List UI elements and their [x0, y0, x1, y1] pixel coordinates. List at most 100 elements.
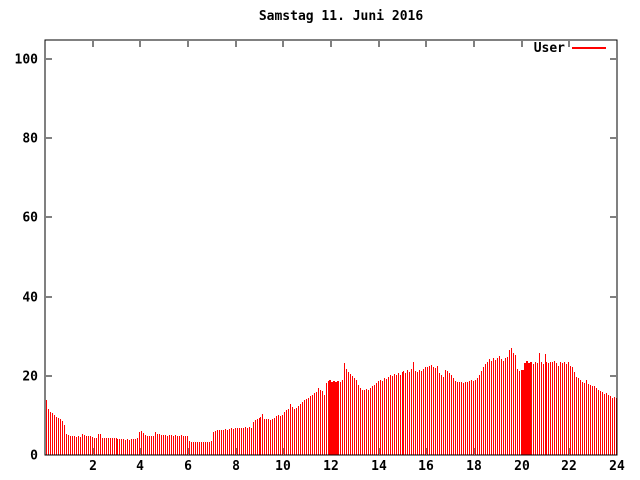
bar	[356, 380, 357, 455]
bar	[505, 358, 506, 455]
x-tick-label: 16	[418, 459, 434, 474]
bar	[524, 363, 526, 455]
bar	[284, 412, 285, 455]
bar	[221, 430, 222, 455]
bar	[264, 419, 265, 455]
bar	[266, 419, 267, 455]
bar	[429, 366, 430, 455]
bar	[606, 393, 607, 455]
bar	[447, 371, 448, 455]
bar	[489, 359, 490, 455]
bar	[419, 370, 420, 455]
bar	[372, 386, 373, 455]
bar	[102, 438, 103, 455]
bar	[320, 390, 321, 455]
bar	[127, 439, 128, 455]
bar	[439, 373, 440, 455]
bar	[423, 369, 424, 455]
bar	[199, 442, 200, 455]
bar	[90, 436, 91, 455]
bar	[350, 374, 351, 455]
bar	[191, 442, 192, 455]
bar	[594, 386, 595, 455]
bar	[497, 358, 498, 455]
bar	[201, 442, 202, 455]
bar	[580, 380, 581, 455]
bar	[60, 419, 61, 455]
bar	[463, 383, 464, 455]
bar	[564, 362, 565, 455]
bar	[52, 413, 53, 455]
bar	[604, 394, 605, 455]
bar	[530, 362, 532, 455]
bar	[165, 435, 166, 455]
bar	[390, 375, 391, 455]
bar	[251, 428, 252, 455]
bar	[465, 382, 466, 455]
bar	[205, 442, 206, 455]
bar	[449, 373, 450, 455]
bar	[135, 439, 136, 455]
x-tick-label: 10	[275, 459, 291, 474]
bar	[143, 433, 144, 455]
bar	[566, 364, 567, 455]
bar	[535, 362, 536, 455]
bar	[378, 381, 379, 455]
bar	[537, 363, 538, 455]
bar	[117, 439, 118, 455]
bar	[499, 356, 500, 455]
bar	[425, 367, 426, 455]
bar	[358, 385, 359, 455]
bar	[86, 436, 87, 455]
bar	[441, 375, 442, 455]
bar	[147, 436, 148, 455]
bar	[515, 355, 516, 455]
bar	[592, 386, 593, 455]
bar	[388, 377, 389, 455]
bar	[481, 371, 482, 455]
bar	[340, 382, 341, 455]
bar	[62, 421, 63, 455]
bar	[421, 371, 422, 455]
y-tick-label: 60	[22, 211, 38, 226]
x-tick-label: 24	[609, 459, 625, 474]
bar	[578, 378, 579, 455]
bar	[368, 390, 369, 455]
bar	[268, 419, 269, 455]
bar	[590, 385, 591, 455]
x-tick-label: 22	[561, 459, 577, 474]
bar	[245, 427, 246, 455]
bar	[179, 436, 180, 455]
bar	[337, 381, 339, 455]
bar	[175, 435, 176, 455]
bar	[324, 395, 325, 455]
bar	[543, 364, 544, 455]
bar	[360, 388, 361, 455]
bar	[459, 382, 460, 455]
bar	[310, 396, 311, 455]
bar	[413, 362, 414, 455]
bar	[346, 369, 347, 455]
bar	[596, 388, 597, 455]
legend-key-line	[572, 47, 606, 49]
bar	[411, 369, 412, 455]
bar	[427, 367, 428, 455]
bar	[556, 363, 557, 455]
bar	[88, 436, 89, 455]
bar	[584, 383, 585, 455]
bar	[157, 434, 158, 455]
bar	[185, 436, 186, 455]
bar	[322, 391, 323, 455]
bar	[235, 428, 236, 455]
bar	[477, 378, 478, 455]
bar	[131, 439, 132, 455]
bar	[445, 370, 446, 455]
bar	[112, 438, 113, 455]
bar	[586, 380, 587, 455]
bar	[171, 435, 172, 455]
bar	[46, 400, 47, 455]
x-tick-label: 2	[89, 459, 97, 474]
bar	[123, 439, 124, 455]
bar	[475, 380, 476, 455]
bar	[119, 439, 120, 455]
